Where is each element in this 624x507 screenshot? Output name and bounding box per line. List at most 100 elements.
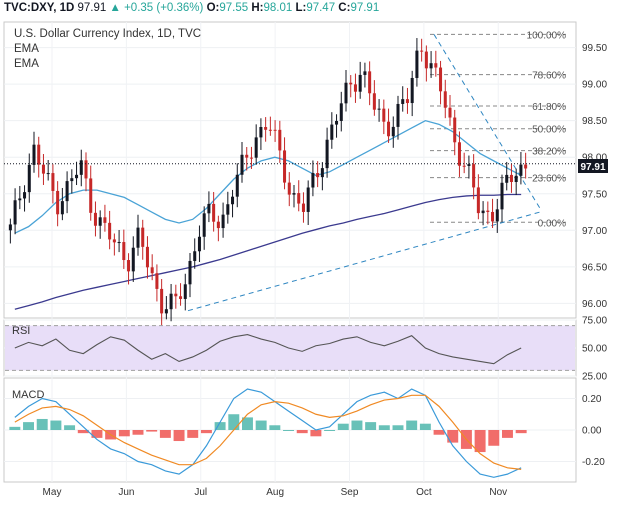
- macd-histogram-bar: [187, 430, 199, 438]
- price-axis-tick-label: 96.00: [582, 299, 607, 310]
- candle-body: [311, 173, 315, 188]
- candle-body: [358, 74, 362, 92]
- candle-body: [27, 164, 31, 193]
- fib-level-label: 23.60%: [532, 174, 566, 185]
- macd-histogram-bar: [392, 425, 404, 430]
- candle-body: [491, 211, 495, 222]
- candle-body: [179, 296, 183, 299]
- macd-histogram-bar: [310, 430, 322, 437]
- gridlines: [4, 22, 576, 482]
- macd-histogram-bar: [419, 423, 431, 430]
- macd-line: [14, 388, 522, 478]
- rsi-axis-tick-label: 50.00: [582, 344, 607, 355]
- fib-level-label: 61.80%: [532, 102, 566, 113]
- macd-title: MACD: [12, 389, 44, 401]
- macd-histogram-bar: [447, 430, 459, 443]
- candle-body: [23, 192, 27, 199]
- price-axis-tick-label: 96.50: [582, 262, 607, 273]
- candle-body: [330, 124, 334, 140]
- rsi-indicator: [5, 325, 575, 371]
- candle-body: [368, 71, 372, 94]
- macd-histogram-bar: [146, 430, 158, 432]
- fibonacci-retracement: 100.00% 78.60% 61.80% 50.00% 38.20% 23.60% 0.0…: [430, 30, 566, 229]
- y-axis-ticks: 99.50 99.00 98.50 98.00 97.50 97.00 96.50 96.00…: [582, 43, 607, 468]
- macd-histogram-bar: [91, 430, 103, 438]
- candle-body: [524, 164, 528, 169]
- candle-body: [505, 174, 509, 183]
- candle-body: [420, 50, 424, 52]
- candle-body: [169, 293, 173, 310]
- rsi-line: [14, 333, 522, 365]
- candle-body: [405, 99, 409, 104]
- open-value: 97.55: [219, 2, 249, 14]
- candle-body: [79, 160, 83, 175]
- candle-body: [89, 178, 93, 213]
- macd-histogram-bar: [351, 420, 363, 430]
- macd-histogram-bar: [255, 420, 267, 430]
- candle-body: [495, 209, 499, 222]
- candle-body: [410, 77, 414, 104]
- candle-body: [254, 137, 258, 158]
- time-tick-label: Jun: [118, 487, 134, 498]
- candle-body: [32, 144, 36, 165]
- candle-body: [141, 227, 145, 247]
- candle-body: [207, 203, 211, 214]
- candle-body: [18, 198, 22, 201]
- candle-body: [335, 120, 339, 125]
- ema-line: [14, 193, 522, 310]
- low-value: 97.47: [306, 2, 336, 14]
- candle-body: [212, 203, 216, 222]
- candle-body: [344, 82, 348, 104]
- candle-body: [216, 221, 220, 229]
- candle-body: [514, 175, 518, 183]
- price-axis-tick-label: 97.00: [582, 226, 607, 237]
- candle-body: [164, 309, 168, 314]
- trendlines: [187, 34, 541, 312]
- candle-body: [283, 150, 287, 183]
- time-tick-label: May: [43, 487, 62, 498]
- signal-line: [14, 394, 522, 470]
- candle-body: [382, 108, 386, 122]
- price-badge: 97.91: [580, 162, 605, 173]
- candle-body: [93, 212, 97, 226]
- symbol-label: TVC:DXY, 1D: [4, 2, 75, 14]
- candle-body: [320, 168, 324, 178]
- candle-body: [401, 99, 405, 104]
- candle-body: [424, 51, 428, 69]
- candle-body: [429, 63, 433, 69]
- time-tick-label: Oct: [416, 487, 432, 498]
- candle-body: [287, 182, 291, 195]
- macd-histogram-bar: [228, 414, 240, 430]
- candle-body: [462, 165, 466, 167]
- rsi-axis-tick-label: 75.00: [582, 316, 607, 327]
- macd-histogram-bar: [23, 422, 34, 430]
- candle-body: [325, 139, 329, 169]
- candle-body: [226, 204, 230, 215]
- candle-body: [259, 127, 263, 138]
- macd-histogram-bar: [132, 430, 144, 435]
- candle-body: [8, 224, 12, 231]
- candle-body: [415, 50, 419, 78]
- price-badge-bg: [578, 159, 608, 173]
- candle-body: [155, 273, 159, 289]
- fib-level-label: 0.00%: [538, 218, 566, 229]
- time-tick-label: Sep: [341, 487, 359, 498]
- chart-header: TVC:DXY, 1D 97.91 ▲ +0.35 (+0.36%) O:97.…: [4, 2, 379, 14]
- candle-body: [349, 82, 353, 85]
- candle-body: [108, 222, 112, 240]
- low-label: L:: [295, 2, 307, 14]
- candle-body: [122, 242, 126, 261]
- rsi-title: RSI: [12, 325, 30, 337]
- candle-body: [103, 217, 107, 223]
- candle-body: [301, 203, 305, 212]
- macd-histogram-bar: [200, 430, 212, 434]
- fib-level-label: 38.20%: [532, 147, 566, 158]
- macd-histogram-bar: [64, 425, 76, 430]
- candle-body: [150, 267, 154, 274]
- candle-body: [457, 142, 461, 166]
- candle-body: [486, 210, 490, 212]
- candle-body: [472, 164, 476, 188]
- close-value: 97.91: [350, 2, 380, 14]
- macd-histogram-bar: [378, 425, 390, 430]
